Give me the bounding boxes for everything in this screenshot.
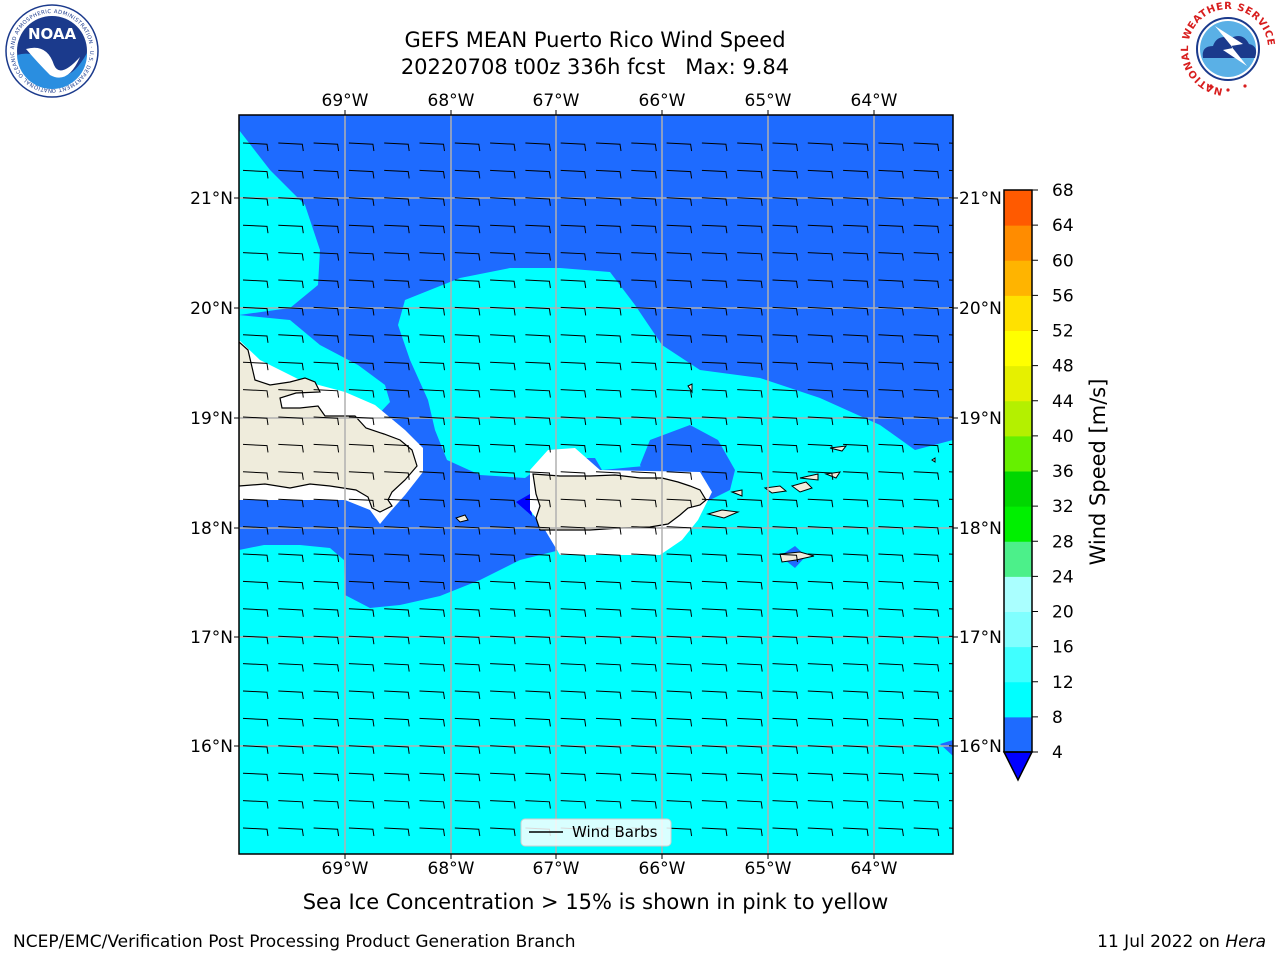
colorbar-tick-label: 52 <box>1052 322 1074 342</box>
wind-band-cyan-nw <box>239 130 320 315</box>
colorbar-tick-label: 36 <box>1052 462 1074 482</box>
colorbar-bin-36 <box>1004 435 1032 472</box>
noaa-center-text: NOAA <box>28 25 77 43</box>
colorbar-bin-40 <box>1004 400 1032 437</box>
colorbar-tick-label: 12 <box>1052 673 1074 693</box>
lat-label-left: 18°N <box>190 519 233 539</box>
wind-barbs <box>242 142 953 837</box>
lat-label-left: 16°N <box>190 737 233 757</box>
lat-label-left: 21°N <box>190 189 233 209</box>
land-hispaniola <box>239 341 418 513</box>
lon-label-top: 64°W <box>851 91 898 111</box>
colorbar-tick-label: 40 <box>1052 427 1074 447</box>
lon-label-top: 69°W <box>322 91 369 111</box>
island-st-thomas <box>763 485 788 494</box>
noaa-logo: NATIONAL OCEANIC AND ATMOSPHERIC ADMINIS… <box>2 3 99 98</box>
island-sliver <box>687 383 693 394</box>
lon-label-top: 68°W <box>428 91 475 111</box>
colorbar-tick-label: 68 <box>1052 181 1074 201</box>
island-culebra <box>730 489 743 497</box>
lat-label-left: 19°N <box>190 409 233 429</box>
colorbar-tick-label: 28 <box>1052 532 1074 552</box>
lat-label-left: 17°N <box>190 628 233 648</box>
lat-label-right: 16°N <box>959 737 1002 757</box>
colorbar-bin-52 <box>1004 295 1032 331</box>
lon-label-bottom: 66°W <box>639 859 686 879</box>
wind-band-blue-north <box>239 115 953 548</box>
colorbar-bin-28 <box>1004 506 1032 542</box>
island-sombrero <box>829 445 848 452</box>
lat-label-right: 17°N <box>959 628 1002 648</box>
colorbar-tick-label: 16 <box>1052 638 1074 658</box>
island-mona <box>455 514 469 523</box>
colorbar-bin-32 <box>1004 471 1032 507</box>
island-vieques <box>706 509 740 519</box>
island-anegada <box>824 471 842 479</box>
colorbar-tick-label: 24 <box>1052 567 1074 587</box>
colorbar-bin-64 <box>1004 190 1032 226</box>
lon-label-bottom: 67°W <box>533 859 580 879</box>
lon-label-bottom: 68°W <box>428 859 475 879</box>
colorbar-bin-20 <box>1004 576 1032 612</box>
colorbar-bin-60 <box>1004 225 1032 261</box>
wind-band-blue-south <box>239 495 610 608</box>
colorbar-tick-label: 32 <box>1052 497 1074 517</box>
colorbar-tick-label: 8 <box>1052 708 1063 728</box>
colorbar-tick-label: 20 <box>1052 603 1074 623</box>
footer-date: 11 Jul 2022 on Hera <box>1097 932 1266 952</box>
lon-label-bottom: 69°W <box>322 859 369 879</box>
island-dot <box>931 457 936 463</box>
footer-machine: Hera <box>1225 932 1266 952</box>
chart-title: GEFS MEAN Puerto Rico Wind Speed <box>404 28 786 52</box>
lat-label-right: 18°N <box>959 519 1002 539</box>
colorbar-bin-12 <box>1004 646 1032 683</box>
island-st-john <box>790 481 813 493</box>
colorbar-tick-label: 64 <box>1052 216 1074 236</box>
colorbar-tick-label: 56 <box>1052 286 1074 306</box>
colorbar-bin-48 <box>1004 330 1032 367</box>
lon-label-bottom: 64°W <box>851 859 898 879</box>
colorbar-extend-arrow <box>1002 751 1034 782</box>
lon-label-top: 65°W <box>745 91 792 111</box>
colorbar-tick-label: 48 <box>1052 357 1074 377</box>
lat-label-right: 19°N <box>959 409 1002 429</box>
colorbar-bin-16 <box>1004 611 1032 648</box>
lon-label-top: 67°W <box>533 91 580 111</box>
island-tortola <box>799 473 819 481</box>
colorbar-tick-label: 60 <box>1052 251 1074 271</box>
map-frame <box>238 114 954 855</box>
footer-credit: NCEP/EMC/Verification Post Processing Pr… <box>13 932 576 952</box>
legend: Wind Barbs <box>520 818 672 847</box>
lon-label-bottom: 65°W <box>745 859 792 879</box>
legend-label: Wind Barbs <box>572 823 658 841</box>
lat-label-left: 20°N <box>190 299 233 319</box>
lat-label-right: 21°N <box>959 189 1002 209</box>
colorbar-bin-4 <box>1004 716 1032 753</box>
colorbar-bin-44 <box>1004 365 1032 402</box>
colorbar-bin-8 <box>1004 681 1032 718</box>
nws-logo: NATIONAL WEATHER SERVICE <box>1180 1 1276 97</box>
colorbar-bin-24 <box>1004 541 1032 577</box>
lat-label-right: 20°N <box>959 299 1002 319</box>
colorbar-tick-label: 44 <box>1052 392 1074 412</box>
axis-ticks: 69°W 69°W 68°W 68°W 67°W 67°W 66°W 66°W 65°W 65°W… <box>190 91 1002 879</box>
colorbar-bin-56 <box>1004 260 1032 296</box>
wind-barb-field <box>242 142 953 837</box>
wind-band-blue-sliver <box>940 740 953 756</box>
footer-date-text: 11 Jul 2022 on <box>1097 932 1226 952</box>
sea-ice-note: Sea Ice Concentration > 15% is shown in … <box>302 890 889 914</box>
colorbar-tick-label: 4 <box>1052 743 1063 763</box>
lon-label-top: 66°W <box>639 91 686 111</box>
chart-subtitle: 20220708 t00z 336h fcst Max: 9.84 <box>400 55 790 79</box>
colorbar-label: Wind Speed [m/s] <box>1086 379 1110 566</box>
